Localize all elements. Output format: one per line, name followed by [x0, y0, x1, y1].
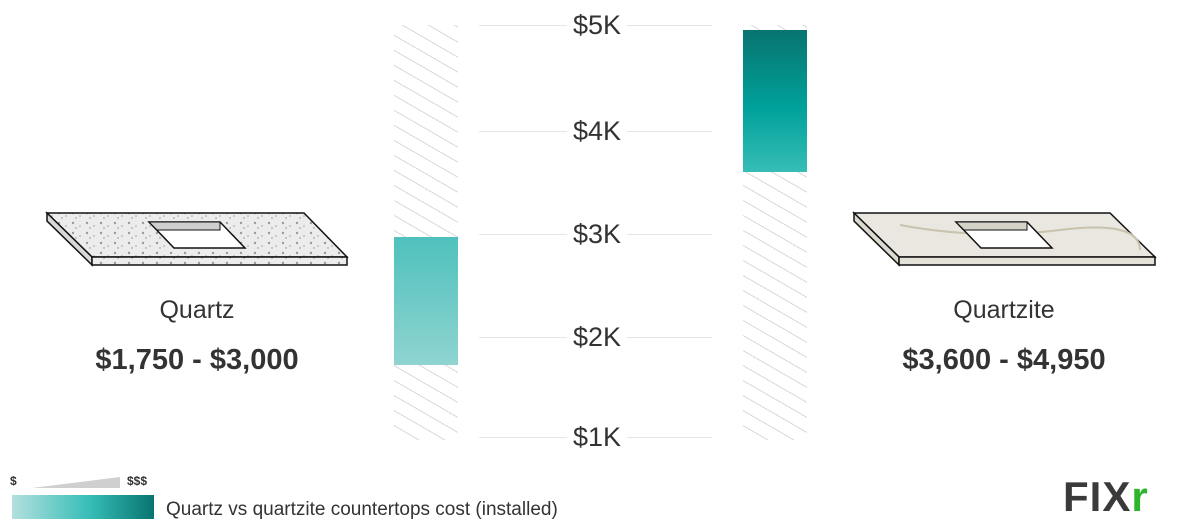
chart-caption: Quartz vs quartzite countertops cost (in… — [166, 499, 558, 520]
quartz-countertop-image — [45, 211, 349, 267]
quartzite-price-range: $3,600 - $4,950 — [902, 344, 1106, 376]
quartz-range-track — [394, 25, 458, 440]
legend-wedge — [32, 477, 120, 488]
logo-main-text: FIX — [1063, 473, 1132, 520]
y-tick-2k: $2K — [567, 322, 628, 352]
legend-low-label: $ — [10, 474, 17, 488]
quartzite-label: Quartzite — [953, 296, 1055, 324]
y-tick-4k: $4K — [567, 116, 628, 146]
quartz-price-range: $1,750 - $3,000 — [95, 344, 299, 376]
quartz-cost-bar — [394, 237, 458, 365]
quartz-label: Quartz — [159, 296, 235, 324]
quartzite-countertop-image — [852, 211, 1157, 267]
logo-accent-text: r — [1131, 473, 1149, 520]
y-tick-5k: $5K — [567, 10, 628, 40]
legend-gradient-bar — [12, 495, 154, 519]
y-tick-1k: $1K — [567, 422, 628, 452]
quartzite-cost-bar — [743, 30, 807, 172]
legend-high-label: $$$ — [127, 474, 148, 488]
y-tick-3k: $3K — [567, 219, 628, 249]
fixr-logo: FIXr — [1063, 475, 1149, 519]
